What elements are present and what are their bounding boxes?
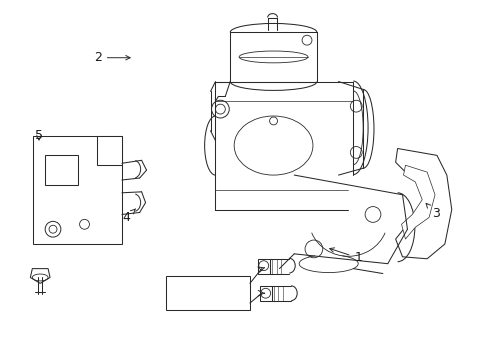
Polygon shape — [98, 136, 122, 165]
Text: 1: 1 — [330, 248, 362, 265]
Text: 2: 2 — [94, 51, 130, 64]
Text: 3: 3 — [426, 203, 440, 220]
Text: 5: 5 — [35, 129, 43, 142]
Polygon shape — [401, 165, 435, 239]
Text: 4: 4 — [123, 209, 136, 224]
